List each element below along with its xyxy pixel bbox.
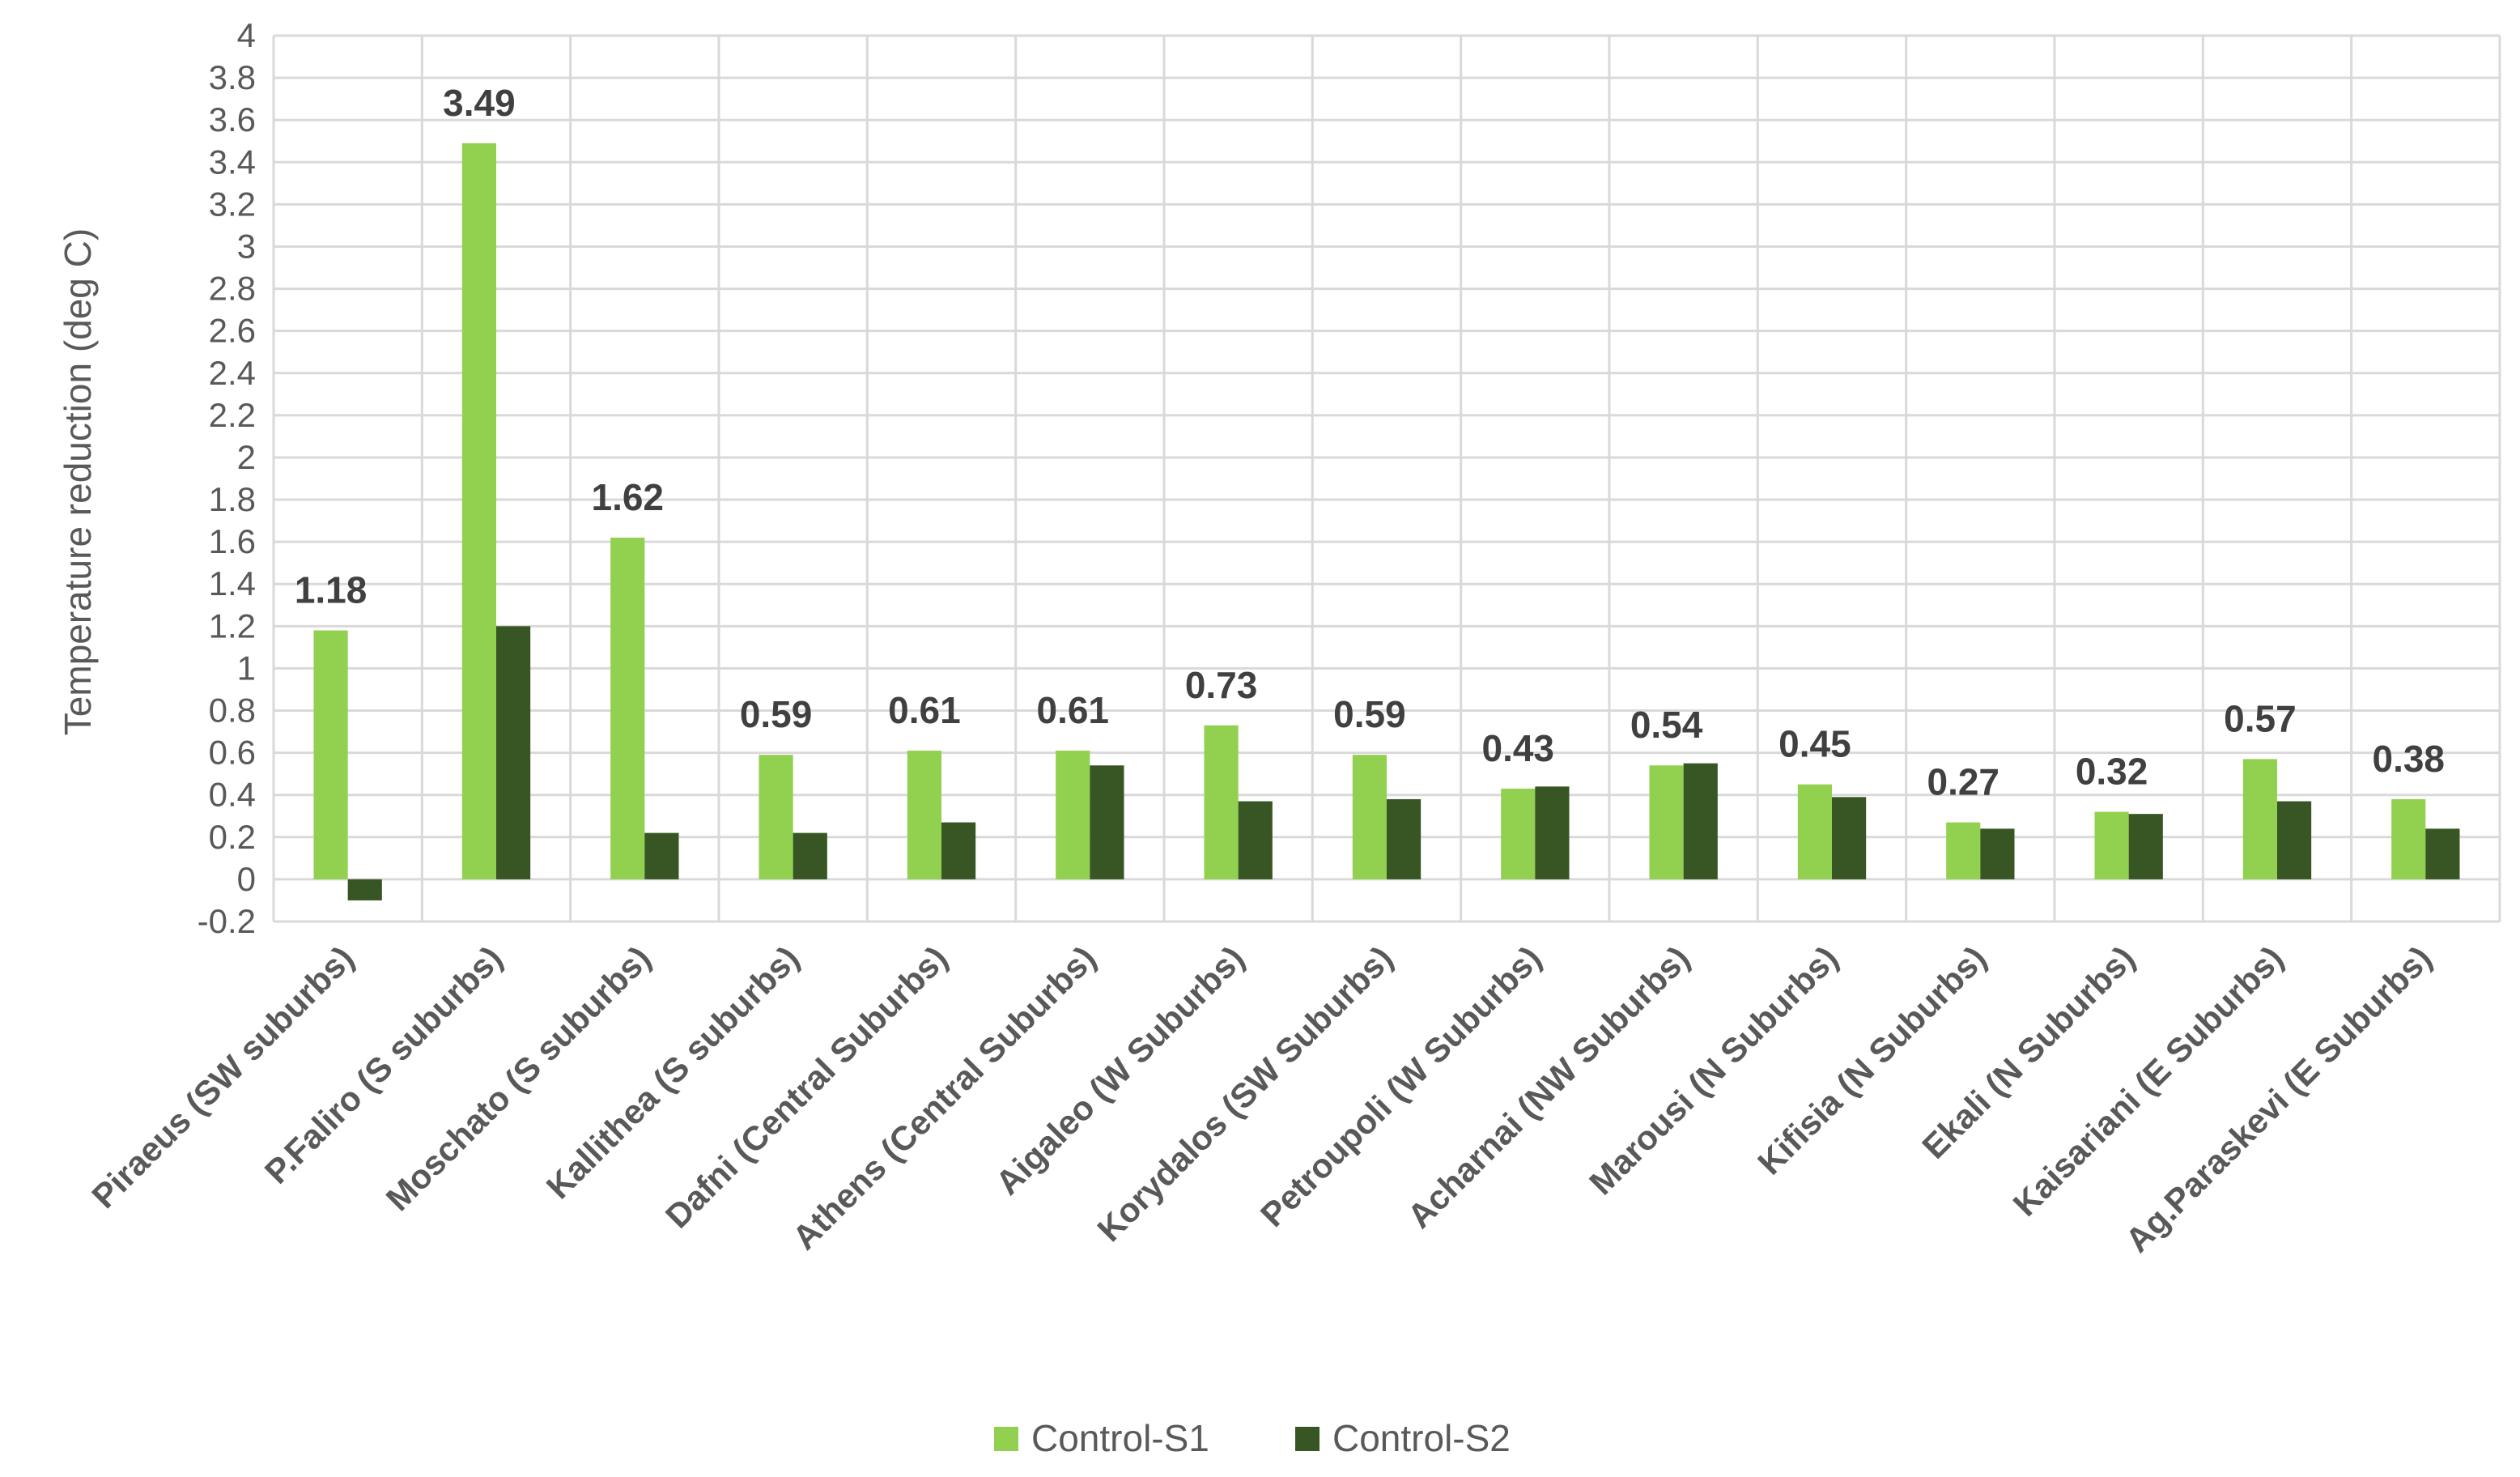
data-label: 0.57	[2224, 697, 2297, 739]
bar-control-s2	[1238, 801, 1273, 879]
legend-swatch-control-s1	[994, 1427, 1018, 1451]
data-labels: 1.18 3.49 1.62 0.59 0.61 0.61 0.73 0.59 0.43 0.54…	[295, 82, 2445, 803]
bar-control-s1	[1352, 755, 1387, 879]
bar-control-s2	[1535, 786, 1570, 879]
bar-control-s1	[1056, 751, 1090, 879]
data-label: 0.61	[1036, 689, 1109, 731]
bars	[313, 143, 2460, 900]
data-label: 0.43	[1481, 727, 1554, 769]
bar-control-s1	[1797, 784, 1832, 879]
y-tick-label: 1.8	[209, 480, 256, 518]
y-tick-label: 3	[237, 227, 256, 265]
bar-control-s1	[461, 143, 496, 879]
y-tick-label: -0.2	[198, 902, 256, 940]
bar-control-s2	[1980, 828, 2015, 879]
bar-control-s1	[1204, 725, 1239, 879]
bar-control-s2	[793, 832, 827, 879]
bar-control-s2	[1832, 797, 1867, 879]
y-tick-label: 2.6	[209, 312, 256, 350]
bar-control-s2	[1090, 765, 1124, 879]
y-tick-label: 0.6	[209, 734, 256, 772]
bar-control-s1	[2094, 811, 2129, 879]
y-axis-ticks: 4 3.8 3.6 3.4 3.2 3 2.8 2.6 2.4 2.2 2 1.8 1.6 1.4 1.2 1…	[198, 16, 256, 940]
y-tick-label: 3.8	[209, 58, 256, 96]
y-tick-label: 1	[237, 649, 256, 687]
y-tick-label: 3.2	[209, 185, 256, 223]
bar-control-s1	[1501, 788, 1536, 879]
data-label: 0.45	[1778, 723, 1851, 765]
y-axis-title: Temperature reduction (deg C)	[57, 228, 99, 735]
bar-control-s1	[759, 755, 793, 879]
data-label: 0.32	[2076, 751, 2148, 793]
data-label: 1.62	[591, 476, 664, 518]
y-tick-label: 1.2	[209, 607, 256, 645]
data-label: 0.61	[888, 689, 961, 731]
bar-control-s1	[2242, 759, 2277, 879]
data-label: 0.54	[1630, 704, 1703, 746]
legend-label-control-s2: Control-S2	[1332, 1417, 1511, 1459]
bar-control-s2	[347, 879, 382, 900]
data-label: 0.27	[1927, 761, 1999, 803]
y-tick-label: 3.6	[209, 100, 256, 138]
y-tick-label: 1.6	[209, 522, 256, 560]
bar-control-s1	[907, 751, 941, 879]
bar-control-s2	[1387, 798, 1421, 879]
data-label: 0.73	[1185, 664, 1258, 706]
legend-label-control-s1: Control-S1	[1031, 1417, 1209, 1459]
bar-control-s1	[313, 630, 348, 879]
bar-control-s2	[644, 832, 679, 879]
y-tick-label: 2.4	[209, 354, 256, 392]
bar-control-s2	[1683, 763, 1718, 879]
data-label: 0.38	[2372, 738, 2445, 780]
y-tick-label: 0.4	[209, 776, 256, 814]
bar-control-s1	[2391, 798, 2426, 879]
y-tick-label: 0.8	[209, 692, 256, 730]
y-tick-label: 0	[237, 860, 256, 898]
data-label: 0.59	[1333, 693, 1406, 735]
bar-control-s2	[2277, 801, 2312, 879]
data-label: 1.18	[295, 569, 368, 611]
legend: Control-S1 Control-S2	[994, 1417, 1511, 1459]
y-tick-label: 0.2	[209, 818, 256, 856]
data-label: 3.49	[443, 82, 516, 124]
y-tick-label: 2	[237, 438, 256, 476]
legend-swatch-control-s2	[1295, 1427, 1319, 1451]
bar-control-s2	[2425, 828, 2460, 879]
bar-control-s2	[2128, 814, 2163, 879]
bar-control-s1	[1649, 765, 1684, 879]
data-label: 0.59	[740, 693, 813, 735]
bar-control-s1	[1946, 822, 1981, 879]
bar-control-s2	[496, 626, 531, 879]
bar-control-s1	[610, 537, 645, 879]
y-tick-label: 1.4	[209, 564, 256, 602]
y-tick-label: 2.8	[209, 270, 256, 308]
y-tick-label: 4	[237, 16, 256, 54]
y-tick-label: 3.4	[209, 143, 256, 181]
y-tick-label: 2.2	[209, 396, 256, 434]
bar-control-s2	[941, 822, 976, 879]
